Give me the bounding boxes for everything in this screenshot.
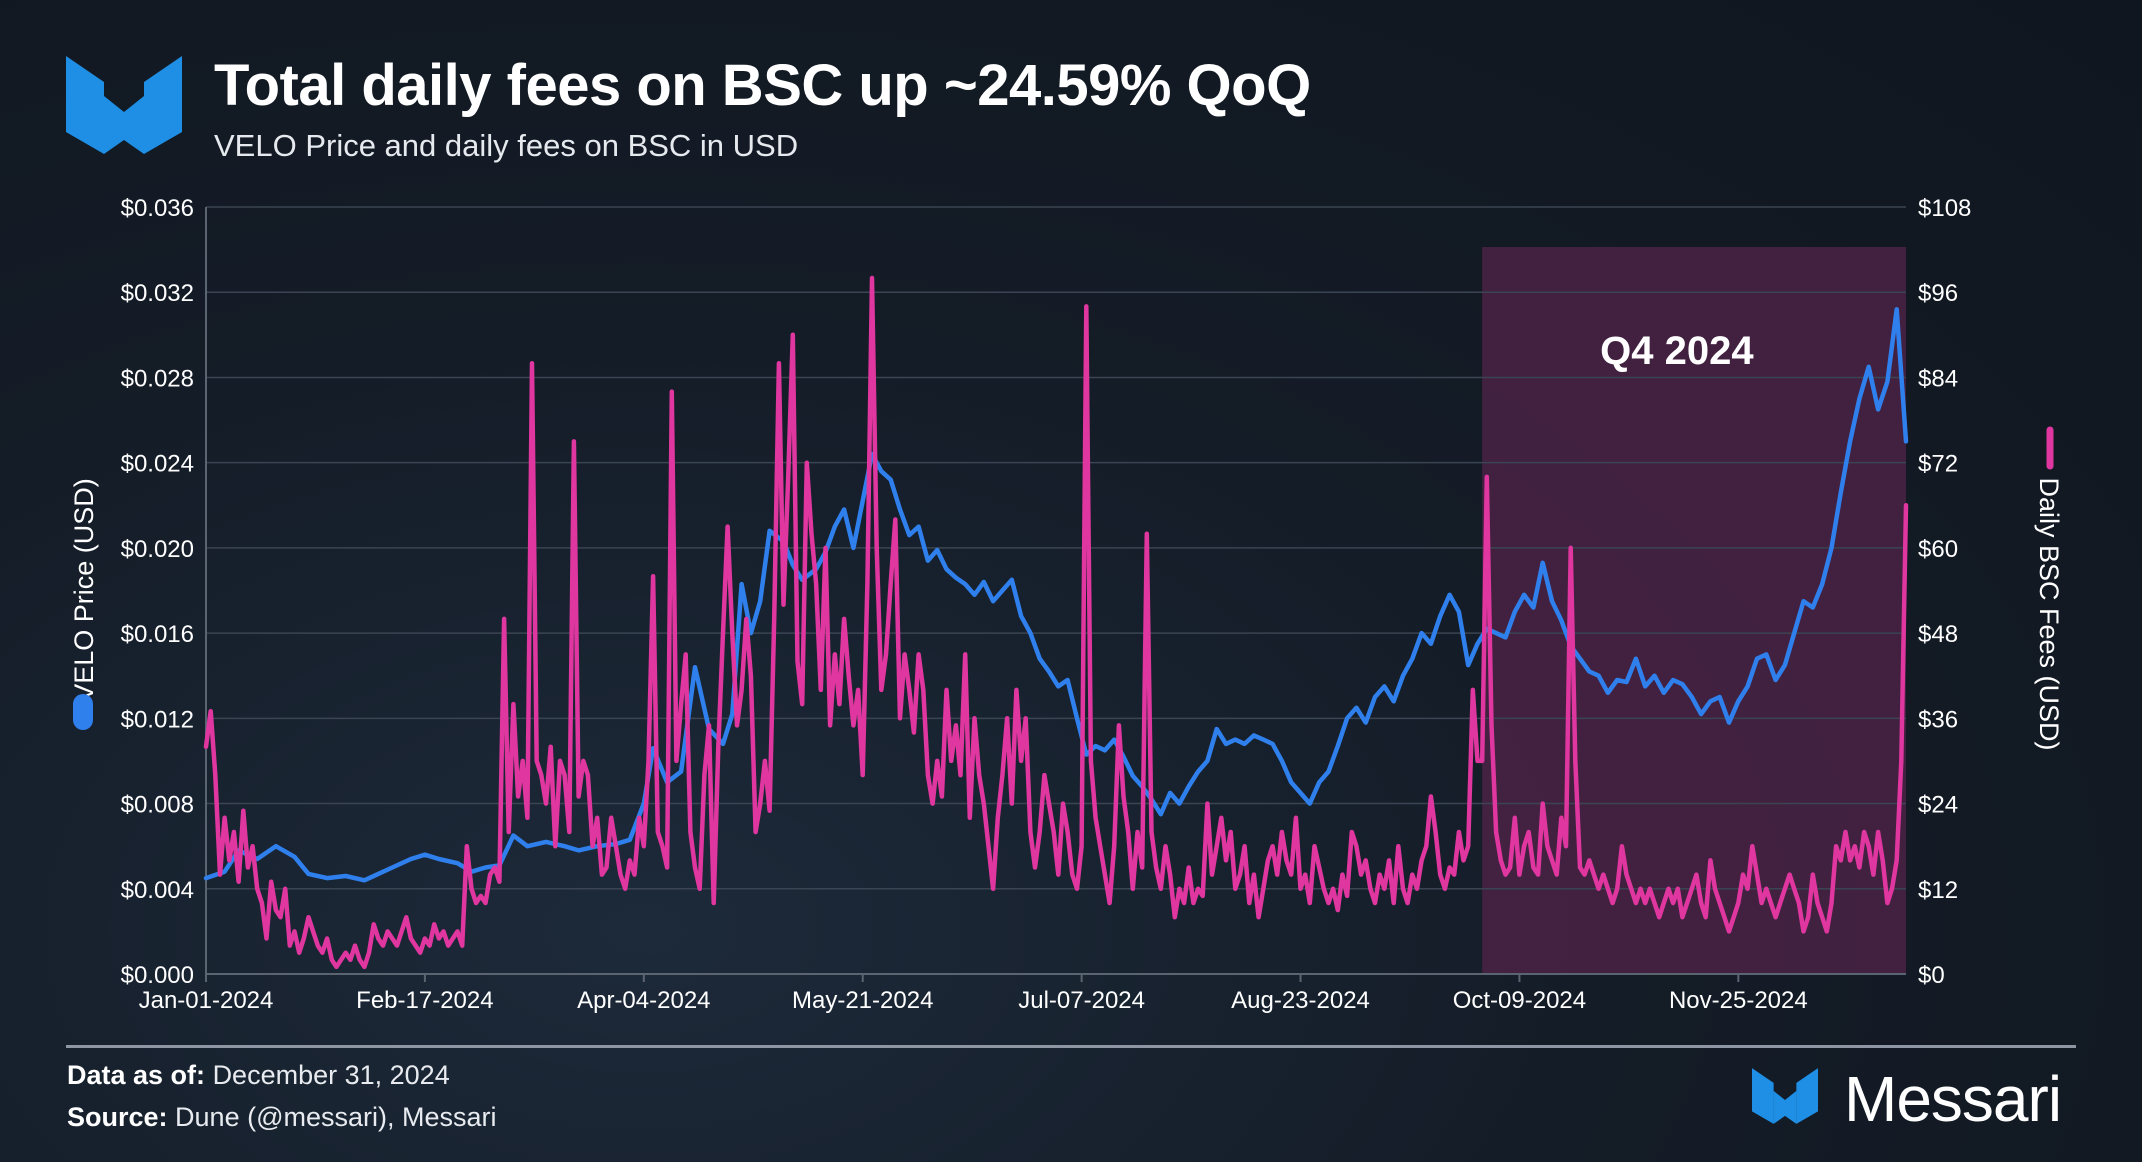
footer-divider bbox=[66, 1045, 1076, 1048]
brand-name: Messari bbox=[1844, 1063, 2062, 1135]
x-tick-label: Aug-23-2024 bbox=[1231, 987, 1370, 1014]
data-as-of-value: December 31, 2024 bbox=[212, 1060, 450, 1090]
chart-subtitle: VELO Price and daily fees on BSC in USD bbox=[214, 128, 799, 163]
x-tick-label: Oct-09-2024 bbox=[1453, 987, 1586, 1014]
y-right-tick-label: $24 bbox=[1918, 792, 1958, 819]
y-right-tick-label: $0 bbox=[1918, 962, 1945, 989]
y-left-tick-label: $0.036 bbox=[121, 195, 194, 222]
y-left-tick-label: $0.000 bbox=[121, 962, 194, 989]
messari-header-logo-icon bbox=[66, 56, 182, 154]
y-left-tick-label: $0.008 bbox=[121, 792, 194, 819]
y-left-tick-label: $0.012 bbox=[121, 706, 194, 733]
data-as-of-label: Data as of: bbox=[67, 1060, 206, 1090]
x-tick-label: Nov-25-2024 bbox=[1669, 987, 1808, 1014]
x-tick-label: Jul-07-2024 bbox=[1018, 987, 1145, 1014]
y-right-tick-label: $108 bbox=[1918, 195, 1971, 222]
data-as-of: Data as of: December 31, 2024 bbox=[67, 1060, 450, 1091]
y-left-tick-label: $0.016 bbox=[121, 621, 194, 648]
source-label: Source: bbox=[67, 1102, 168, 1132]
messari-brand-logo-icon bbox=[1752, 1068, 1818, 1124]
x-tick-label: Apr-04-2024 bbox=[577, 987, 710, 1014]
y-left-tick-label: $0.032 bbox=[121, 280, 194, 307]
x-tick-label: Feb-17-2024 bbox=[356, 987, 493, 1014]
chart: $0.000 $0.004 $0.008 $0.012 $0.016 $0.020 $0.0… bbox=[69, 195, 2064, 1014]
y-right-axis-title: Daily BSC Fees (USD) bbox=[2034, 477, 2064, 750]
y-right-tick-label: $12 bbox=[1918, 877, 1958, 904]
x-tick-label: Jan-01-2024 bbox=[139, 987, 274, 1014]
velo-legend-dot-icon bbox=[73, 694, 93, 730]
source: Source: Dune (@messari), Messari bbox=[67, 1102, 497, 1133]
y-right-tick-label: $96 bbox=[1918, 280, 1958, 307]
y-right-tick-label: $60 bbox=[1918, 536, 1958, 563]
y-left-tick-label: $0.004 bbox=[121, 877, 194, 904]
source-value: Dune (@messari), Messari bbox=[175, 1102, 497, 1132]
messari-brand: Messari bbox=[1752, 1063, 2082, 1135]
chart-title: Total daily fees on BSC up ~24.59% QoQ bbox=[214, 53, 1311, 118]
bsc-fees-line bbox=[203, 275, 1909, 970]
y-left-tick-label: $0.024 bbox=[121, 451, 194, 478]
x-tick-label: May-21-2024 bbox=[792, 987, 933, 1014]
y-left-axis-title: VELO Price (USD) bbox=[69, 478, 99, 702]
y-right-tick-label: $48 bbox=[1918, 621, 1958, 648]
footer-divider-right bbox=[1076, 1045, 2076, 1048]
q4-annotation-label: Q4 2024 bbox=[1600, 329, 1754, 373]
y-left-tick-label: $0.028 bbox=[121, 365, 194, 392]
y-right-tick-label: $36 bbox=[1918, 706, 1958, 733]
y-right-tick-label: $72 bbox=[1918, 451, 1958, 478]
y-right-tick-label: $84 bbox=[1918, 365, 1958, 392]
y-left-tick-label: $0.020 bbox=[121, 536, 194, 563]
